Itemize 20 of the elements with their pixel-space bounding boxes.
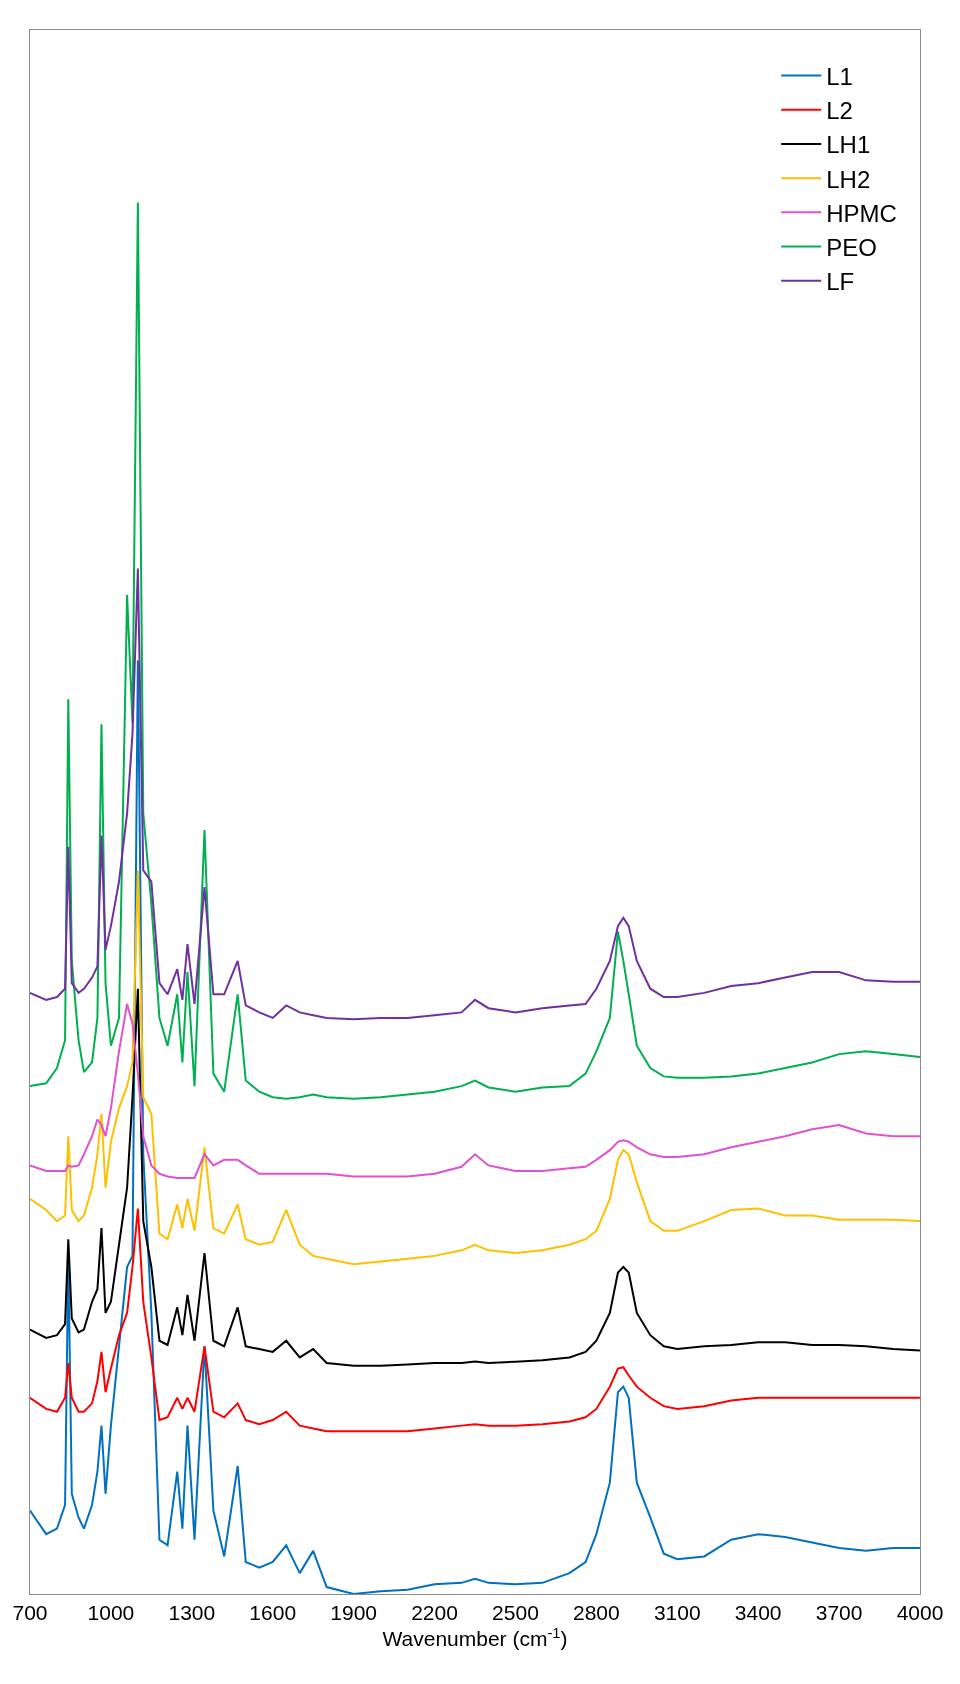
x-tick-label: 1300 (168, 1601, 216, 1625)
legend-label: LH2 (826, 165, 871, 193)
x-tick-label: 700 (12, 1601, 48, 1625)
legend-label: L2 (826, 97, 853, 125)
x-tick-label: 3700 (815, 1601, 863, 1625)
legend-label: LH1 (826, 131, 871, 159)
x-tick-label: 3400 (734, 1601, 782, 1625)
x-tick-label: 1900 (330, 1601, 377, 1625)
legend-label: LF (826, 268, 855, 296)
x-tick-label: 4000 (896, 1601, 944, 1625)
x-tick-label: 1600 (249, 1601, 297, 1625)
legend-label: HPMC (826, 199, 897, 227)
x-tick-label: 2800 (573, 1601, 620, 1625)
x-axis-title: Wavenumber (cm$^{-1}$) (382, 1624, 568, 1651)
x-tick-label: 3100 (653, 1601, 701, 1625)
x-tick-label: 1000 (87, 1601, 135, 1625)
legend-label: L1 (826, 62, 853, 90)
x-tick-label: 2500 (492, 1601, 539, 1625)
x-tick-label: 2200 (411, 1601, 458, 1625)
legend-label: PEO (826, 233, 877, 261)
